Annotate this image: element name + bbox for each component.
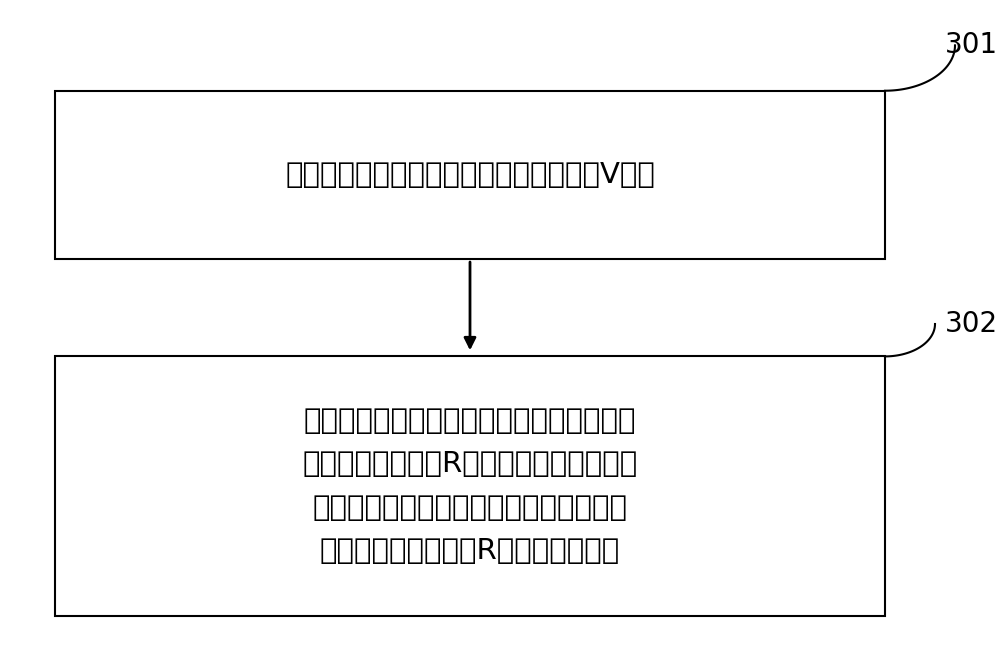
Text: 采用电源线将蓄电池的正极经过第一蓄电池
的负极与负载电阻R的第一接口连接，采用
电源线将蓄电池的负极经过第二蓄电池的
正极与所述负载电阻R的第二接口连接: 采用电源线将蓄电池的正极经过第一蓄电池 的负极与负载电阻R的第一接口连接，采用 … [302, 407, 638, 565]
FancyBboxPatch shape [55, 356, 885, 616]
Text: 采用电源线将蓄电池的正负两极与电压表V并联: 采用电源线将蓄电池的正负两极与电压表V并联 [285, 161, 655, 189]
Text: 302: 302 [945, 310, 998, 338]
Text: 301: 301 [945, 31, 998, 60]
FancyBboxPatch shape [55, 91, 885, 259]
